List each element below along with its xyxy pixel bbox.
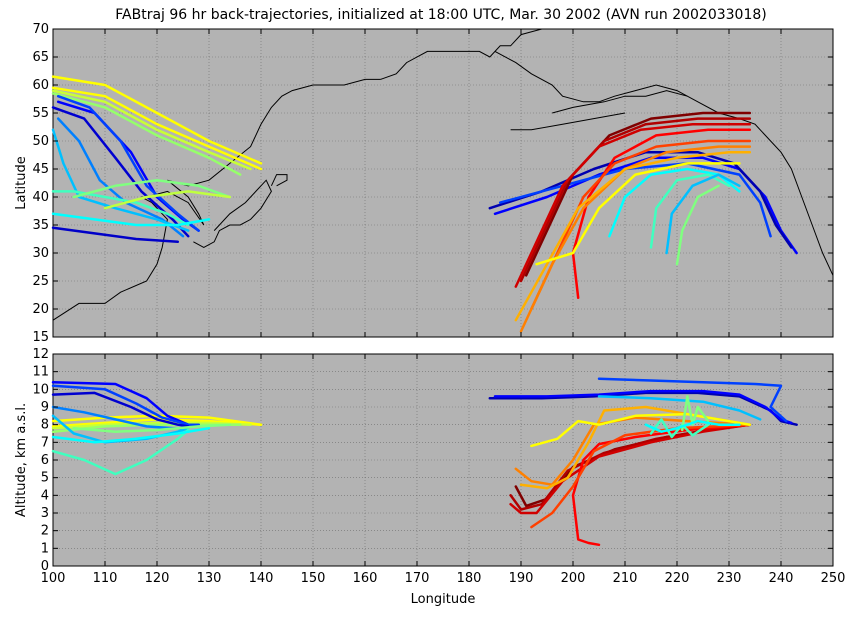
trajectory-line: [665, 173, 741, 255]
y-tick-label: 65: [32, 50, 49, 65]
y-tick-label: 50: [32, 134, 49, 149]
trajectory-line: [597, 377, 788, 423]
y-tick-label: 35: [32, 218, 49, 233]
altitude-y-axis-label: Altitude, km a.s.l.: [14, 403, 29, 517]
y-tick-label: 4: [41, 488, 49, 503]
y-tick-label: 20: [32, 302, 49, 317]
trajectory-line: [51, 226, 180, 244]
y-tick-label: 40: [32, 190, 49, 205]
map-grid: [53, 29, 833, 337]
y-tick-label: 3: [41, 506, 49, 521]
trajectory-line: [514, 122, 752, 288]
trajectory-line: [488, 150, 793, 249]
y-tick-label: 2: [41, 524, 49, 539]
coastline: [510, 112, 626, 131]
trajectory-line: [56, 94, 200, 232]
coastline: [167, 78, 381, 187]
y-tick-label: 1: [41, 541, 49, 556]
y-tick-label: 70: [32, 22, 49, 37]
trajectory-line: [51, 86, 263, 171]
trajectory-line: [644, 419, 741, 433]
y-tick-label: 9: [41, 400, 49, 415]
y-tick-label: 10: [32, 382, 49, 397]
y-tick-label: 12: [32, 347, 49, 362]
trajectory-line: [519, 117, 752, 283]
trajectory-line: [680, 395, 710, 432]
y-tick-label: 8: [41, 418, 49, 433]
coastline: [494, 50, 834, 276]
x-tick-label: 140: [249, 571, 274, 586]
x-tick-label: 100: [41, 571, 66, 586]
map-trajectories: [51, 75, 798, 333]
y-tick-label: 60: [32, 78, 49, 93]
x-tick-label: 150: [301, 571, 326, 586]
y-tick-label: 0: [41, 559, 49, 574]
x-tick-label: 230: [717, 571, 742, 586]
trajectory-line: [51, 89, 252, 171]
x-tick-label: 130: [197, 571, 222, 586]
trajectory-line: [51, 428, 190, 476]
x-tick-label: 190: [509, 571, 534, 586]
coastline: [270, 174, 288, 187]
trajectory-line: [514, 416, 752, 486]
trajectory-line: [51, 384, 200, 426]
x-ticks: 100 110 120 130 140 150 160 170 180 190 200 210 220 2…: [41, 571, 846, 586]
coastline: [193, 179, 272, 248]
y-tick-label: 5: [41, 471, 49, 486]
y-tick-label: 7: [41, 435, 49, 450]
x-tick-label: 240: [769, 571, 794, 586]
y-tick-label: 25: [32, 274, 49, 289]
y-tick-label: 55: [32, 106, 49, 121]
trajectory-line: [493, 389, 793, 425]
trajectory-line: [51, 391, 190, 428]
x-tick-label: 110: [93, 571, 118, 586]
y-tick-label: 30: [32, 246, 49, 261]
trajectory-line: [103, 190, 232, 210]
trajectory-line: [51, 128, 190, 232]
x-tick-label: 170: [405, 571, 430, 586]
trajectory-line: [514, 150, 752, 322]
x-axis-label: Longitude: [411, 592, 476, 607]
x-tick-label: 250: [821, 571, 846, 586]
map-y-axis-label: Latitude: [14, 156, 29, 210]
trajectory-line: [530, 412, 752, 448]
y-tick-label: 15: [32, 330, 49, 345]
trajectory-line: [535, 162, 741, 266]
x-tick-label: 120: [145, 571, 170, 586]
x-tick-label: 200: [561, 571, 586, 586]
altitude-trajectories: [51, 377, 798, 547]
map-y-ticks: 15 20 25 30 35 40 45 50 55 60 65 70: [32, 22, 834, 345]
x-tick-label: 160: [353, 571, 378, 586]
trajectory-line: [524, 111, 752, 277]
y-tick-label: 6: [41, 453, 49, 468]
trajectory-line: [649, 418, 710, 439]
trajectory-line: [51, 190, 190, 227]
trajectory-line: [51, 212, 211, 227]
trajectory-line: [675, 184, 720, 266]
x-tick-label: 220: [665, 571, 690, 586]
trajectory-line: [72, 178, 232, 199]
chart-title: FABtraj 96 hr back-trajectories, initial…: [115, 7, 766, 23]
map-panel: 15 20 25 30 35 40 45 50 55 60 65 70 Latitude: [14, 22, 834, 345]
trajectory-line: [597, 395, 762, 421]
x-tick-label: 180: [457, 571, 482, 586]
trajectory-line: [51, 426, 211, 444]
coastline: [552, 90, 688, 114]
y-tick-label: 45: [32, 162, 49, 177]
y-tick-label: 11: [32, 365, 49, 380]
trajectory-line: [51, 106, 190, 238]
x-tick-label: 210: [613, 571, 638, 586]
trajectory-line: [72, 423, 232, 433]
trajectory-line: [649, 173, 731, 249]
trajectory-line: [51, 92, 242, 176]
trajectory-line: [51, 75, 263, 165]
